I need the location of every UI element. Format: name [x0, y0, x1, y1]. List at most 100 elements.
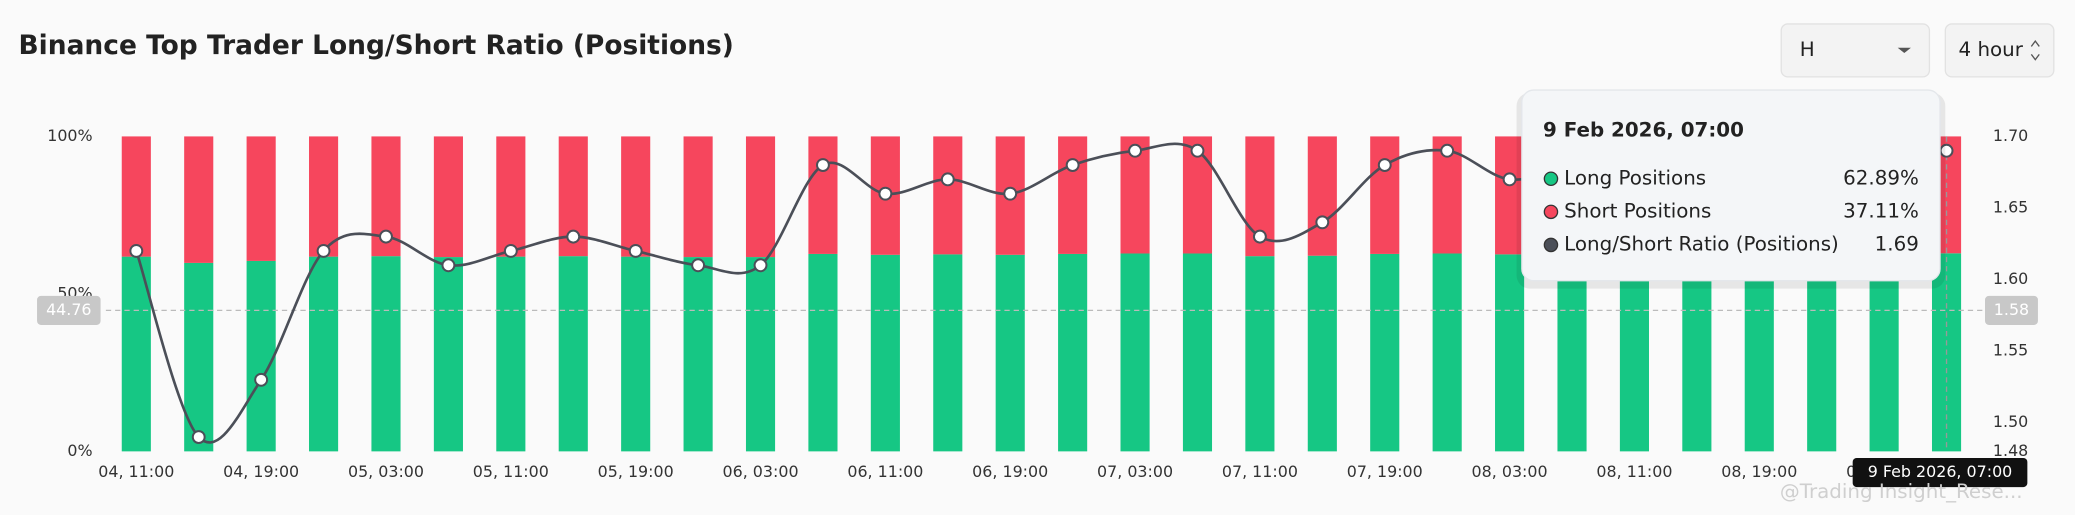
- y2-tick-label: 1.70: [1993, 126, 2028, 145]
- ratio-point: [441, 258, 456, 273]
- x-tick-label: 04, 19:00: [223, 462, 299, 481]
- select-box[interactable]: [1944, 23, 2055, 78]
- ratio-point: [691, 258, 706, 273]
- bar-segment: [1120, 253, 1150, 452]
- ratio-point: [566, 229, 581, 244]
- tooltip-series-name: Long Positions: [1564, 166, 1706, 189]
- tooltip-title: 9 Feb 2026, 07:00: [1543, 119, 1744, 142]
- bar-segment: [371, 256, 401, 452]
- x-tick-label: 08, 03:00: [1472, 462, 1548, 481]
- x-tick-label: 05, 19:00: [598, 462, 674, 481]
- bar-segment: [808, 136, 838, 254]
- tooltip-box: [1521, 89, 1941, 282]
- bar-segment: [1619, 253, 1649, 452]
- x-tick-label: 08, 19:00: [1721, 462, 1797, 481]
- bar-segment: [1307, 255, 1337, 452]
- ratio-point: [1128, 143, 1143, 158]
- ratio-point: [129, 243, 144, 258]
- y2-tick-label: 1.60: [1993, 269, 2028, 288]
- bar-segment: [246, 260, 276, 452]
- bar-segment: [1245, 256, 1275, 452]
- bar-segment: [496, 136, 526, 257]
- y-tick-label: 100%: [47, 126, 92, 145]
- bar-segment: [309, 136, 339, 257]
- bar-segment: [933, 254, 963, 452]
- x-tick-label: 05, 03:00: [348, 462, 424, 481]
- ratio-point: [815, 158, 830, 172]
- x-tick-label: 04, 11:00: [98, 462, 174, 481]
- y2-tick-label: 1.65: [1993, 197, 2028, 216]
- crosshair-x-label: 9 Feb 2026, 07:00: [1868, 462, 2013, 481]
- watermark: @Trading Insight_Rese...: [1780, 480, 2023, 503]
- bar-segment: [995, 254, 1025, 452]
- y2-tick-label: 1.55: [1993, 341, 2028, 360]
- x-tick-label: 06, 19:00: [972, 462, 1048, 481]
- bar-segment: [433, 136, 463, 258]
- ratio-point: [1190, 143, 1205, 158]
- tooltip-value: 37.11%: [1843, 199, 1919, 222]
- bar-segment: [1058, 253, 1088, 452]
- bar-segment: [309, 256, 339, 452]
- ratio-point: [940, 172, 955, 187]
- x-tick-label: 08, 11:00: [1596, 462, 1672, 481]
- select-box[interactable]: [1780, 23, 1931, 78]
- ratio-point: [1315, 215, 1330, 230]
- crosshair-label-bg: [1985, 295, 2038, 325]
- ratio-point: [1003, 186, 1018, 201]
- x-tick-label: 05, 11:00: [473, 462, 549, 481]
- bar-segment: [121, 136, 151, 257]
- bar-segment: [745, 257, 776, 452]
- bar-segment: [1495, 254, 1525, 452]
- x-tick-label: 07, 11:00: [1222, 462, 1298, 481]
- select-label[interactable]: H: [1800, 38, 1815, 61]
- ratio-point: [1440, 143, 1455, 158]
- bar-segment: [1682, 253, 1712, 452]
- bar-segment: [808, 253, 838, 452]
- ratio-point: [753, 258, 768, 273]
- interval-select[interactable]: 4 hour: [1944, 23, 2055, 78]
- ratio-point: [191, 430, 206, 445]
- bar-segment: [433, 257, 463, 452]
- ratio-point: [316, 243, 331, 258]
- symbol-select[interactable]: H: [1780, 23, 1931, 78]
- y2-tick-label: 1.50: [1993, 412, 2028, 431]
- bar-segment: [933, 136, 963, 255]
- x-tick-label: 06, 11:00: [847, 462, 923, 481]
- bar-segment: [1370, 136, 1400, 254]
- bar-segment: [496, 256, 526, 452]
- bar-segment: [1058, 136, 1088, 254]
- x-tick-label: 06, 03:00: [723, 462, 799, 481]
- bar-segment: [621, 136, 651, 257]
- ratio-point: [1502, 172, 1517, 187]
- bar-segment: [683, 257, 713, 452]
- ratio-point: [1252, 229, 1267, 244]
- y-tick-label: 0%: [67, 441, 92, 460]
- ratio-point: [1065, 158, 1080, 172]
- bar-segment: [1744, 253, 1774, 452]
- bar-segment: [621, 256, 651, 452]
- y2-tick-label: 1.48: [1993, 441, 2028, 460]
- tooltip-value: 62.89%: [1843, 166, 1919, 189]
- tooltip-dot: [1543, 237, 1559, 253]
- bar-segment: [1182, 253, 1213, 452]
- bar-segment: [745, 136, 776, 258]
- crosshair-label-bg: [37, 295, 101, 325]
- tooltip-dot: [1543, 171, 1559, 187]
- select-arrow[interactable]: [2030, 40, 2040, 61]
- ratio-point: [379, 229, 393, 244]
- bar-segment: [1807, 253, 1837, 452]
- bar-segment: [1370, 253, 1400, 452]
- tooltip: 9 Feb 2026, 07:00 Long Positions 62.89% Sho…: [1516, 89, 1946, 289]
- ratio-point: [254, 372, 269, 387]
- x-tick-label: 07, 19:00: [1347, 462, 1423, 481]
- ratio-point: [503, 243, 518, 258]
- crosshair-x-label-bg: [1852, 457, 2028, 488]
- bar-segment: [558, 256, 588, 452]
- tooltip-dot: [1543, 204, 1559, 220]
- tooltip-series-name: Long/Short Ratio (Positions): [1564, 232, 1839, 255]
- bar-segment: [870, 254, 900, 452]
- select-label[interactable]: 4 hour: [1959, 38, 2024, 61]
- select-arrow[interactable]: [1897, 47, 1911, 54]
